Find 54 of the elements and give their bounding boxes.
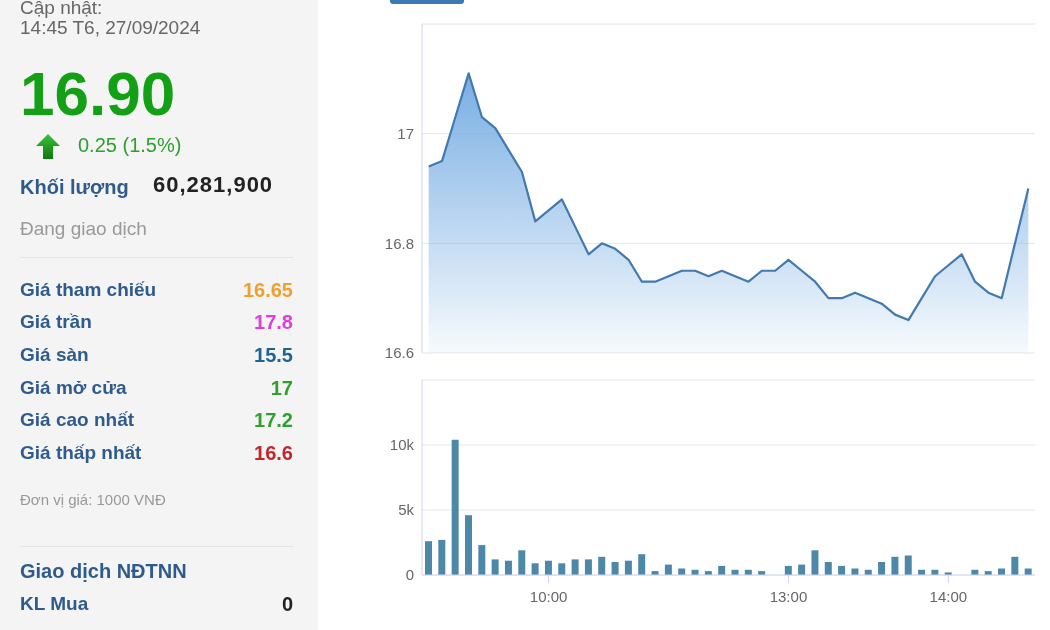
bar xyxy=(878,562,886,575)
bar xyxy=(531,563,539,575)
x-tick-label: 14:00 xyxy=(929,588,968,605)
text: 16.90 xyxy=(20,57,176,130)
text: 17.2 xyxy=(254,408,293,432)
bar xyxy=(904,555,912,575)
bar xyxy=(824,562,832,575)
text: 0 xyxy=(281,592,293,616)
bar xyxy=(584,559,592,575)
bar xyxy=(598,556,606,575)
bar xyxy=(571,559,579,575)
bar xyxy=(451,439,459,575)
bar xyxy=(504,560,512,575)
bar xyxy=(611,562,619,575)
y-tick-label: 17 xyxy=(397,124,414,142)
bar xyxy=(638,554,646,575)
text: 0.25 (1.5%) xyxy=(78,133,182,157)
text: Giá cao nhất xyxy=(20,408,135,432)
bar xyxy=(891,556,899,575)
text: 60,281,900 xyxy=(153,171,274,199)
bar xyxy=(624,560,632,575)
y-tick-label: 16.6 xyxy=(384,344,414,362)
bar xyxy=(491,559,499,575)
text: Giá mở cửa xyxy=(20,376,127,400)
y-tick-label: 5k xyxy=(398,501,415,519)
text: KL Mua xyxy=(20,592,89,616)
text: Đơn vị giá: 1000 VNĐ xyxy=(20,491,166,509)
bar xyxy=(438,539,446,575)
text: Giá tham chiếu xyxy=(20,278,157,302)
text: Cập nhật: xyxy=(20,0,103,20)
text: 17.8 xyxy=(254,310,293,334)
y-tick-label: 10k xyxy=(389,436,415,454)
bar xyxy=(544,560,552,575)
text: Giá thấp nhất xyxy=(20,441,142,465)
bar xyxy=(811,550,819,575)
text: Giá sàn xyxy=(20,343,89,367)
text: Giá trần xyxy=(20,310,92,334)
bar xyxy=(558,563,566,575)
x-tick-label: 10:00 xyxy=(529,588,568,605)
text: Khối lượng xyxy=(20,175,129,199)
bar xyxy=(478,545,486,575)
text: 16.65 xyxy=(242,278,293,302)
bar xyxy=(464,515,472,575)
x-tick-label: 13:00 xyxy=(769,588,808,605)
bar xyxy=(518,550,526,575)
y-tick-label: 0 xyxy=(405,566,414,584)
text: 16.6 xyxy=(254,441,293,465)
text: 15.5 xyxy=(254,343,293,367)
text: Giao dịch NĐTNN xyxy=(20,559,187,583)
bar xyxy=(1011,556,1019,575)
bar xyxy=(425,541,432,575)
text: 17 xyxy=(270,376,293,400)
y-tick-label: 16.8 xyxy=(384,234,414,252)
text: Đang giao dịch xyxy=(20,217,147,241)
